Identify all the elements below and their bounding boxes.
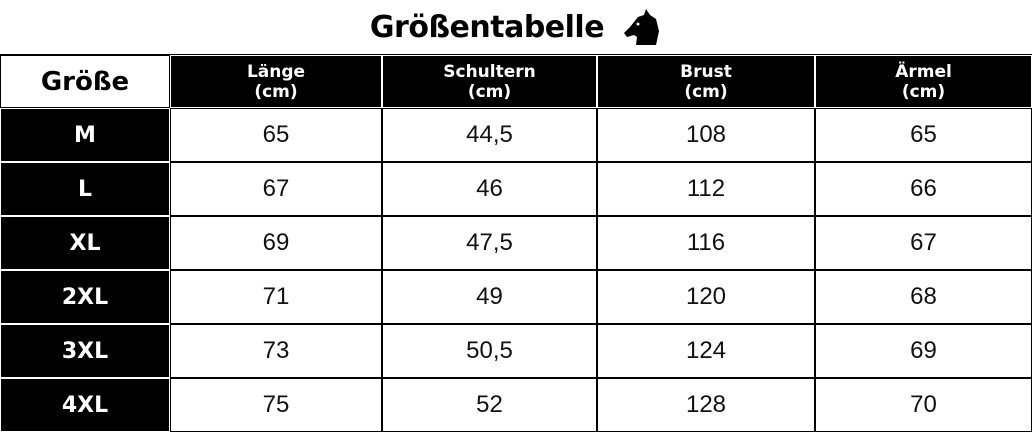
column-header: Brust (cm): [597, 55, 815, 108]
size-label: M: [0, 108, 170, 162]
measurement: 50,5: [382, 324, 597, 378]
size-label: 3XL: [0, 324, 170, 378]
measurement: 65: [815, 108, 1032, 162]
measurement: 69: [815, 324, 1032, 378]
corner-header: Größe: [0, 55, 170, 108]
measurement: 65: [170, 108, 382, 162]
measurement: 66: [815, 162, 1032, 216]
title: Größentabelle: [369, 9, 605, 45]
measurement: 67: [170, 162, 382, 216]
measurement: 68: [815, 270, 1032, 324]
size-label: 2XL: [0, 270, 170, 324]
measurement: 112: [597, 162, 815, 216]
measurement: 67: [815, 216, 1032, 270]
measurement: 120: [597, 270, 815, 324]
title-bar: Größentabelle: [0, 0, 1032, 55]
size-label: 4XL: [0, 378, 170, 432]
measurement: 49: [382, 270, 597, 324]
measurement: 47,5: [382, 216, 597, 270]
measurement: 44,5: [382, 108, 597, 162]
measurement: 75: [170, 378, 382, 432]
column-header: Ärmel (cm): [815, 55, 1032, 108]
measurement: 52: [382, 378, 597, 432]
measurement: 70: [815, 378, 1032, 432]
measurement: 128: [597, 378, 815, 432]
measurement: 71: [170, 270, 382, 324]
measurement: 124: [597, 324, 815, 378]
measurement: 108: [597, 108, 815, 162]
measurement: 69: [170, 216, 382, 270]
column-header: Länge (cm): [170, 55, 382, 108]
size-table: Größe Länge (cm) Schultern (cm) Brust (cm) Ä…: [0, 55, 1032, 432]
size-label: L: [0, 162, 170, 216]
size-label: XL: [0, 216, 170, 270]
measurement: 116: [597, 216, 815, 270]
horse-icon: [624, 9, 660, 45]
column-header: Schultern (cm): [382, 55, 597, 108]
measurement: 73: [170, 324, 382, 378]
measurement: 46: [382, 162, 597, 216]
